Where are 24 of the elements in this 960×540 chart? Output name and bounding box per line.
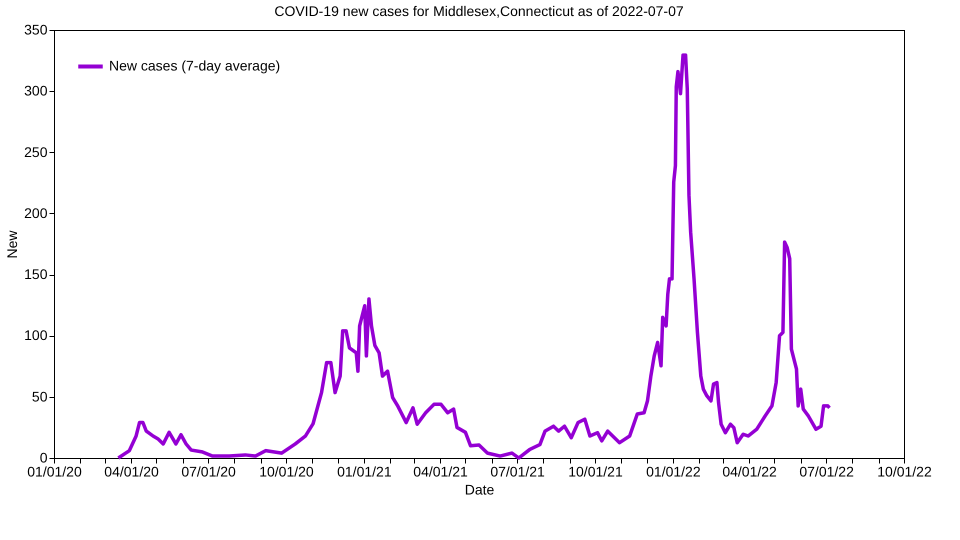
x-tick-label: 07/01/22 (799, 464, 854, 480)
y-tick-label: 150 (24, 266, 48, 282)
y-tick-label: 200 (24, 204, 48, 221)
y-tick-label: 0 (40, 450, 48, 466)
x-tick-label: 07/01/20 (181, 464, 236, 480)
legend-label: New cases (7-day average) (109, 58, 280, 74)
x-tick-label: 04/01/22 (722, 464, 778, 480)
x-tick-label: 01/01/20 (27, 464, 82, 480)
x-tick-label: 04/01/21 (413, 464, 468, 480)
x-tick-label: 10/01/20 (259, 464, 314, 480)
y-tick-label: 300 (24, 82, 48, 99)
y-axis-title: New (4, 230, 20, 259)
y-tick-label: 250 (24, 144, 48, 160)
x-tick-label: 10/01/21 (568, 464, 623, 480)
x-axis-title: Date (464, 482, 494, 498)
x-tick-label: 04/01/20 (104, 464, 159, 480)
x-tick-label: 07/01/21 (490, 464, 546, 480)
chart-title: COVID-19 new cases for Middlesex,Connecticut as of 2022-07-07 (274, 3, 684, 19)
x-tick-label: 01/01/22 (646, 464, 701, 480)
y-tick-label: 50 (32, 388, 48, 404)
y-tick-label: 100 (24, 327, 48, 344)
x-tick-label: 01/01/21 (337, 464, 392, 480)
y-tick-label: 350 (24, 22, 48, 38)
x-tick-label: 10/01/22 (877, 464, 932, 480)
